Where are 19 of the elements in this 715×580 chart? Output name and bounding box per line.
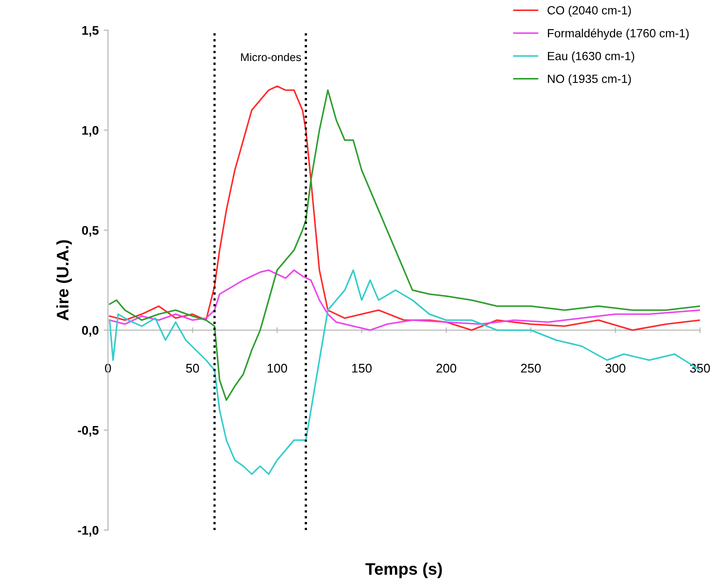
x-axis-title: Temps (s)	[365, 562, 442, 578]
y-axis-title: Aire (U.A.)	[56, 240, 72, 320]
legend-label: CO (2040 cm-1)	[548, 6, 631, 17]
y-tick-label: -1,0	[78, 526, 98, 537]
y-tick-label: 0,0	[82, 326, 98, 337]
legend-label: Eau (1630 cm-1)	[548, 52, 634, 63]
x-tick-label: 150	[352, 364, 372, 373]
y-tick-label: -0,5	[78, 426, 99, 437]
y-tick-label: 1,5	[82, 26, 99, 37]
x-tick-label: 300	[605, 364, 626, 373]
x-tick-label: 250	[521, 364, 541, 373]
annotation: Micro-ondes	[241, 52, 301, 62]
legend-label: NO (1935 cm-1)	[548, 74, 631, 86]
legend-label: Formaldéhyde (1760 cm-1)	[548, 28, 689, 40]
x-tick-label: 200	[436, 364, 456, 373]
x-tick-label: 50	[186, 364, 200, 373]
y-tick-label: 1,0	[82, 126, 98, 137]
y-tick-label: 0,5	[82, 226, 99, 237]
x-tick-label: 100	[268, 364, 288, 373]
